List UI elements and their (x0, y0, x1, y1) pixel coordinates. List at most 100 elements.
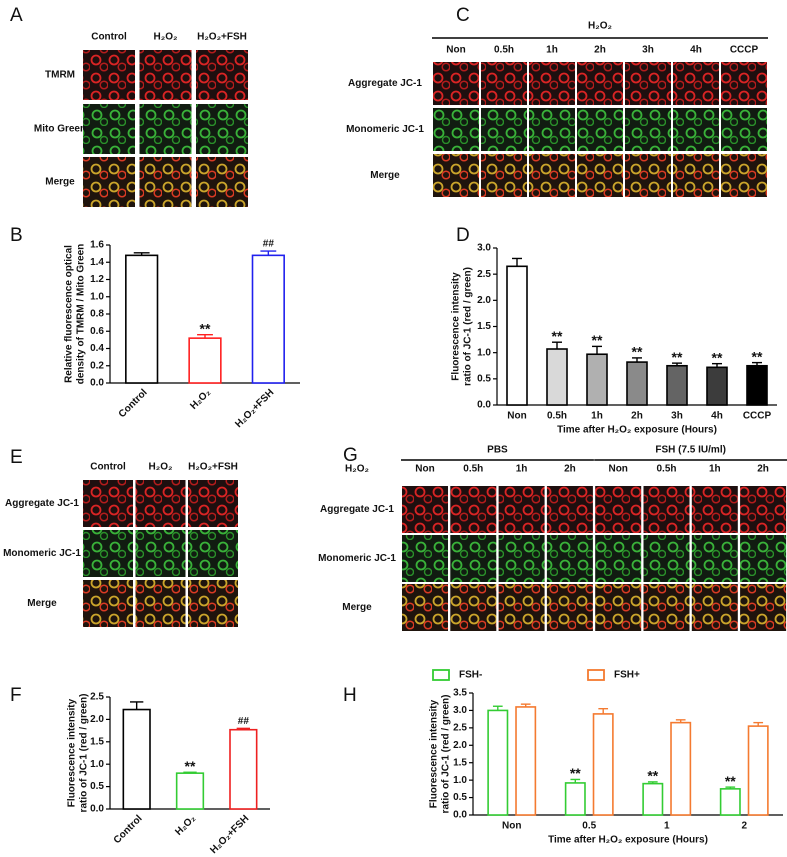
micrograph (83, 157, 135, 207)
bar (586, 353, 608, 406)
column-label: 2h (757, 464, 769, 475)
bar (506, 265, 528, 406)
bar (670, 721, 692, 816)
micrograph (433, 62, 479, 105)
y-tick-label: 0.5 (453, 792, 467, 803)
micrograph (529, 62, 575, 105)
micrograph (450, 535, 497, 582)
micrograph (740, 584, 787, 631)
micrograph (643, 584, 690, 631)
column-label: H₂O₂+FSH (197, 32, 247, 43)
panel-letter: E (10, 447, 23, 468)
bar (175, 772, 205, 810)
micrograph (450, 584, 497, 631)
y-axis-label: Relative fluorescence optical (64, 245, 75, 383)
micrograph (481, 154, 527, 197)
column-label: 4h (690, 45, 702, 56)
micrograph (402, 535, 448, 582)
y-tick-label: 0.0 (477, 400, 491, 411)
x-tick-label: Non (507, 411, 526, 422)
micrograph (577, 154, 623, 197)
significance-label: ** (725, 773, 736, 789)
bar (122, 708, 151, 810)
bar (515, 706, 537, 816)
legend-swatch (587, 669, 605, 681)
micrograph (691, 584, 738, 631)
y-tick-label: 1.0 (477, 347, 491, 358)
micrograph (577, 108, 623, 151)
micrograph (740, 535, 787, 582)
significance-label: ** (672, 349, 683, 365)
row-label: Mito Green (34, 124, 86, 135)
panel-letter: D (456, 225, 470, 246)
y-tick-label: 2.5 (453, 722, 467, 733)
micrograph (595, 486, 642, 533)
micrograph (529, 108, 575, 151)
significance-label: ** (712, 349, 723, 365)
bar (592, 713, 614, 816)
column-label: Control (90, 462, 126, 473)
y-tick-label: 2.0 (453, 740, 467, 751)
row-label: Aggregate JC-1 (5, 498, 79, 509)
column-header: H₂O₂ (345, 464, 369, 475)
bar (125, 254, 159, 384)
micrograph (673, 62, 719, 105)
legend-swatch (432, 669, 450, 681)
y-tick-label: 2.5 (477, 269, 491, 280)
y-tick-label: 0.0 (453, 810, 467, 821)
micrograph (433, 154, 479, 197)
micrograph (740, 486, 787, 533)
panel-letter: G (343, 445, 358, 466)
micrograph (546, 486, 593, 533)
column-label: Non (608, 464, 627, 475)
legend-label: FSH- (459, 670, 482, 681)
micrograph (625, 62, 671, 105)
y-tick-label: 0.2 (90, 360, 104, 371)
micrograph (673, 154, 719, 197)
bar (188, 337, 222, 384)
row-label: Monomeric JC-1 (346, 124, 424, 135)
bar (746, 364, 768, 406)
x-axis-label: Time after H₂O₂ exposure (Hours) (557, 425, 717, 436)
micrograph (691, 535, 738, 582)
bar (564, 782, 586, 816)
micrograph (643, 486, 690, 533)
y-tick-label: 0.5 (477, 373, 491, 384)
column-label: 1h (709, 464, 721, 475)
micrograph (83, 580, 133, 627)
micrograph (721, 62, 767, 105)
micrograph (188, 530, 238, 577)
micrograph (498, 486, 545, 533)
x-tick-label: 2h (631, 411, 643, 422)
bar (229, 728, 258, 810)
significance-label: ** (185, 758, 196, 774)
y-tick-label: 0.8 (90, 309, 104, 320)
bar (487, 709, 509, 816)
column-label: 0.5h (494, 45, 514, 56)
bar (747, 725, 769, 816)
column-label: H₂O₂ (149, 462, 173, 473)
micrograph (135, 480, 186, 527)
y-axis-label: Fluorescence intensity (429, 699, 440, 808)
y-tick-label: 0.0 (90, 804, 104, 815)
micrograph (595, 584, 642, 631)
micrograph (196, 50, 248, 100)
micrograph (643, 535, 690, 582)
y-tick-label: 2.0 (477, 295, 491, 306)
micrograph (196, 157, 248, 207)
micrograph (721, 154, 767, 197)
micrograph (673, 108, 719, 151)
x-tick-label: 4h (711, 411, 723, 422)
micrograph (529, 154, 575, 197)
y-tick-label: 0.4 (90, 343, 104, 354)
bar (706, 366, 728, 406)
significance-label: ** (647, 768, 658, 784)
significance-label: ** (632, 344, 643, 360)
column-label: 1h (516, 464, 528, 475)
micrograph (83, 104, 135, 154)
y-tick-label: 1.5 (453, 757, 467, 768)
significance-label: ** (552, 328, 563, 344)
y-axis-label: ratio of JC-1 (red / green) (463, 267, 474, 386)
y-tick-label: 1.2 (90, 274, 104, 285)
row-label: Merge (45, 177, 75, 188)
